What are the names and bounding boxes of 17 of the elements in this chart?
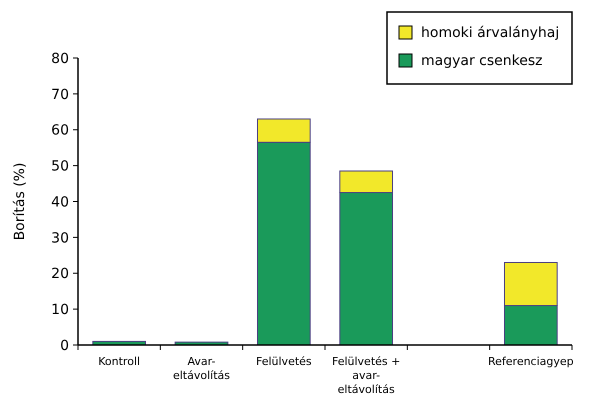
y-tick-label: 60 bbox=[51, 122, 69, 139]
x-tick-label: Felülvetés bbox=[256, 355, 312, 368]
legend-label: magyar csenkesz bbox=[421, 52, 543, 69]
y-tick-label: 40 bbox=[51, 194, 69, 210]
legend-label: homoki árvalányhaj bbox=[421, 24, 560, 41]
y-tick-label: 10 bbox=[51, 302, 69, 318]
x-tick-label: Kontroll bbox=[98, 355, 140, 368]
y-tick-label: 20 bbox=[51, 266, 69, 282]
y-tick-label: 80 bbox=[51, 50, 69, 67]
y-tick-label: 30 bbox=[51, 230, 69, 246]
y-tick-label: 70 bbox=[51, 86, 69, 103]
y-tick-label: 0 bbox=[60, 338, 69, 354]
y-tick-label: 50 bbox=[51, 158, 69, 175]
x-tick-label: Referenciagyep bbox=[488, 355, 574, 368]
x-tick-label: Felülvetés + avar- eltávolítás bbox=[332, 355, 400, 396]
x-tick-label: Avar- eltávolítás bbox=[172, 355, 230, 382]
y-axis-title: Borítás (%) bbox=[12, 162, 28, 240]
